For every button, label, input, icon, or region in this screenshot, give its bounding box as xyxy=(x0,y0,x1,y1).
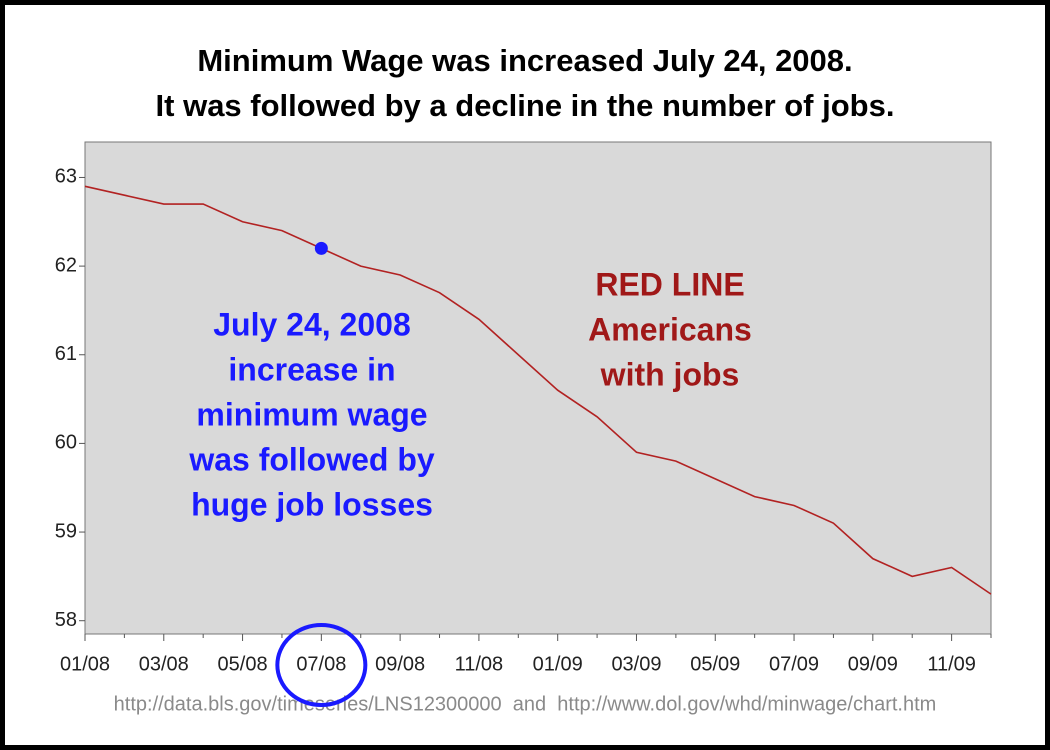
annotation: RED LINE xyxy=(595,266,744,302)
x-tick-label: 03/09 xyxy=(611,653,661,675)
annotation: huge job losses xyxy=(191,486,433,522)
x-tick-label: 11/08 xyxy=(455,653,504,675)
source: http://data.bls.gov/timeseries/LNS123000… xyxy=(114,693,937,715)
highlight-ring xyxy=(275,623,368,707)
annotation: minimum wage xyxy=(196,396,427,432)
y-tick-label: 62 xyxy=(55,254,77,276)
y-tick-label: 58 xyxy=(55,609,77,631)
chart-title: It was followed by a decline in the numb… xyxy=(156,88,895,123)
plot-area xyxy=(84,141,992,635)
y-tick-label: 60 xyxy=(55,432,77,454)
x-tick-label: 01/08 xyxy=(60,653,110,675)
x-tick-label: 07/08 xyxy=(296,653,346,675)
highlight-point xyxy=(314,241,328,255)
y-tick-label: 61 xyxy=(55,343,77,365)
annotation: increase in xyxy=(228,351,395,387)
annotation: July 24, 2008 xyxy=(213,306,410,342)
y-tick-label: 59 xyxy=(55,520,77,542)
x-tick-label: 01/09 xyxy=(533,653,583,675)
annotation: Americans xyxy=(588,311,752,347)
x-tick-label: 05/08 xyxy=(218,653,268,675)
x-tick-label: 07/09 xyxy=(769,653,819,675)
x-tick-label: 11/09 xyxy=(927,653,976,675)
x-tick-label: 09/09 xyxy=(848,653,898,675)
chart-title: Minimum Wage was increased July 24, 2008… xyxy=(197,43,852,78)
annotation: with jobs xyxy=(600,356,740,392)
x-tick-label: 03/08 xyxy=(139,653,189,675)
x-tick-label: 05/09 xyxy=(690,653,740,675)
x-tick-label: 09/08 xyxy=(375,653,425,675)
annotation: was followed by xyxy=(188,441,435,477)
data-line xyxy=(84,185,992,595)
y-tick-label: 63 xyxy=(55,166,77,188)
